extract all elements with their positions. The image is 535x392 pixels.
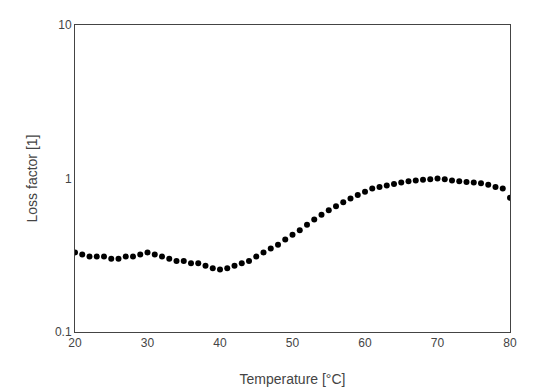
svg-text:40: 40 <box>213 336 227 350</box>
svg-text:50: 50 <box>286 336 300 350</box>
svg-text:Temperature [°C]: Temperature [°C] <box>240 371 346 387</box>
svg-text:10: 10 <box>58 18 72 32</box>
svg-text:70: 70 <box>431 336 445 350</box>
svg-text:Loss factor [1]: Loss factor [1] <box>24 135 40 223</box>
svg-text:20: 20 <box>68 336 82 350</box>
svg-text:0.1: 0.1 <box>55 325 72 339</box>
svg-text:30: 30 <box>141 336 155 350</box>
svg-text:60: 60 <box>358 336 372 350</box>
svg-text:80: 80 <box>503 336 517 350</box>
svg-text:1: 1 <box>65 172 72 186</box>
